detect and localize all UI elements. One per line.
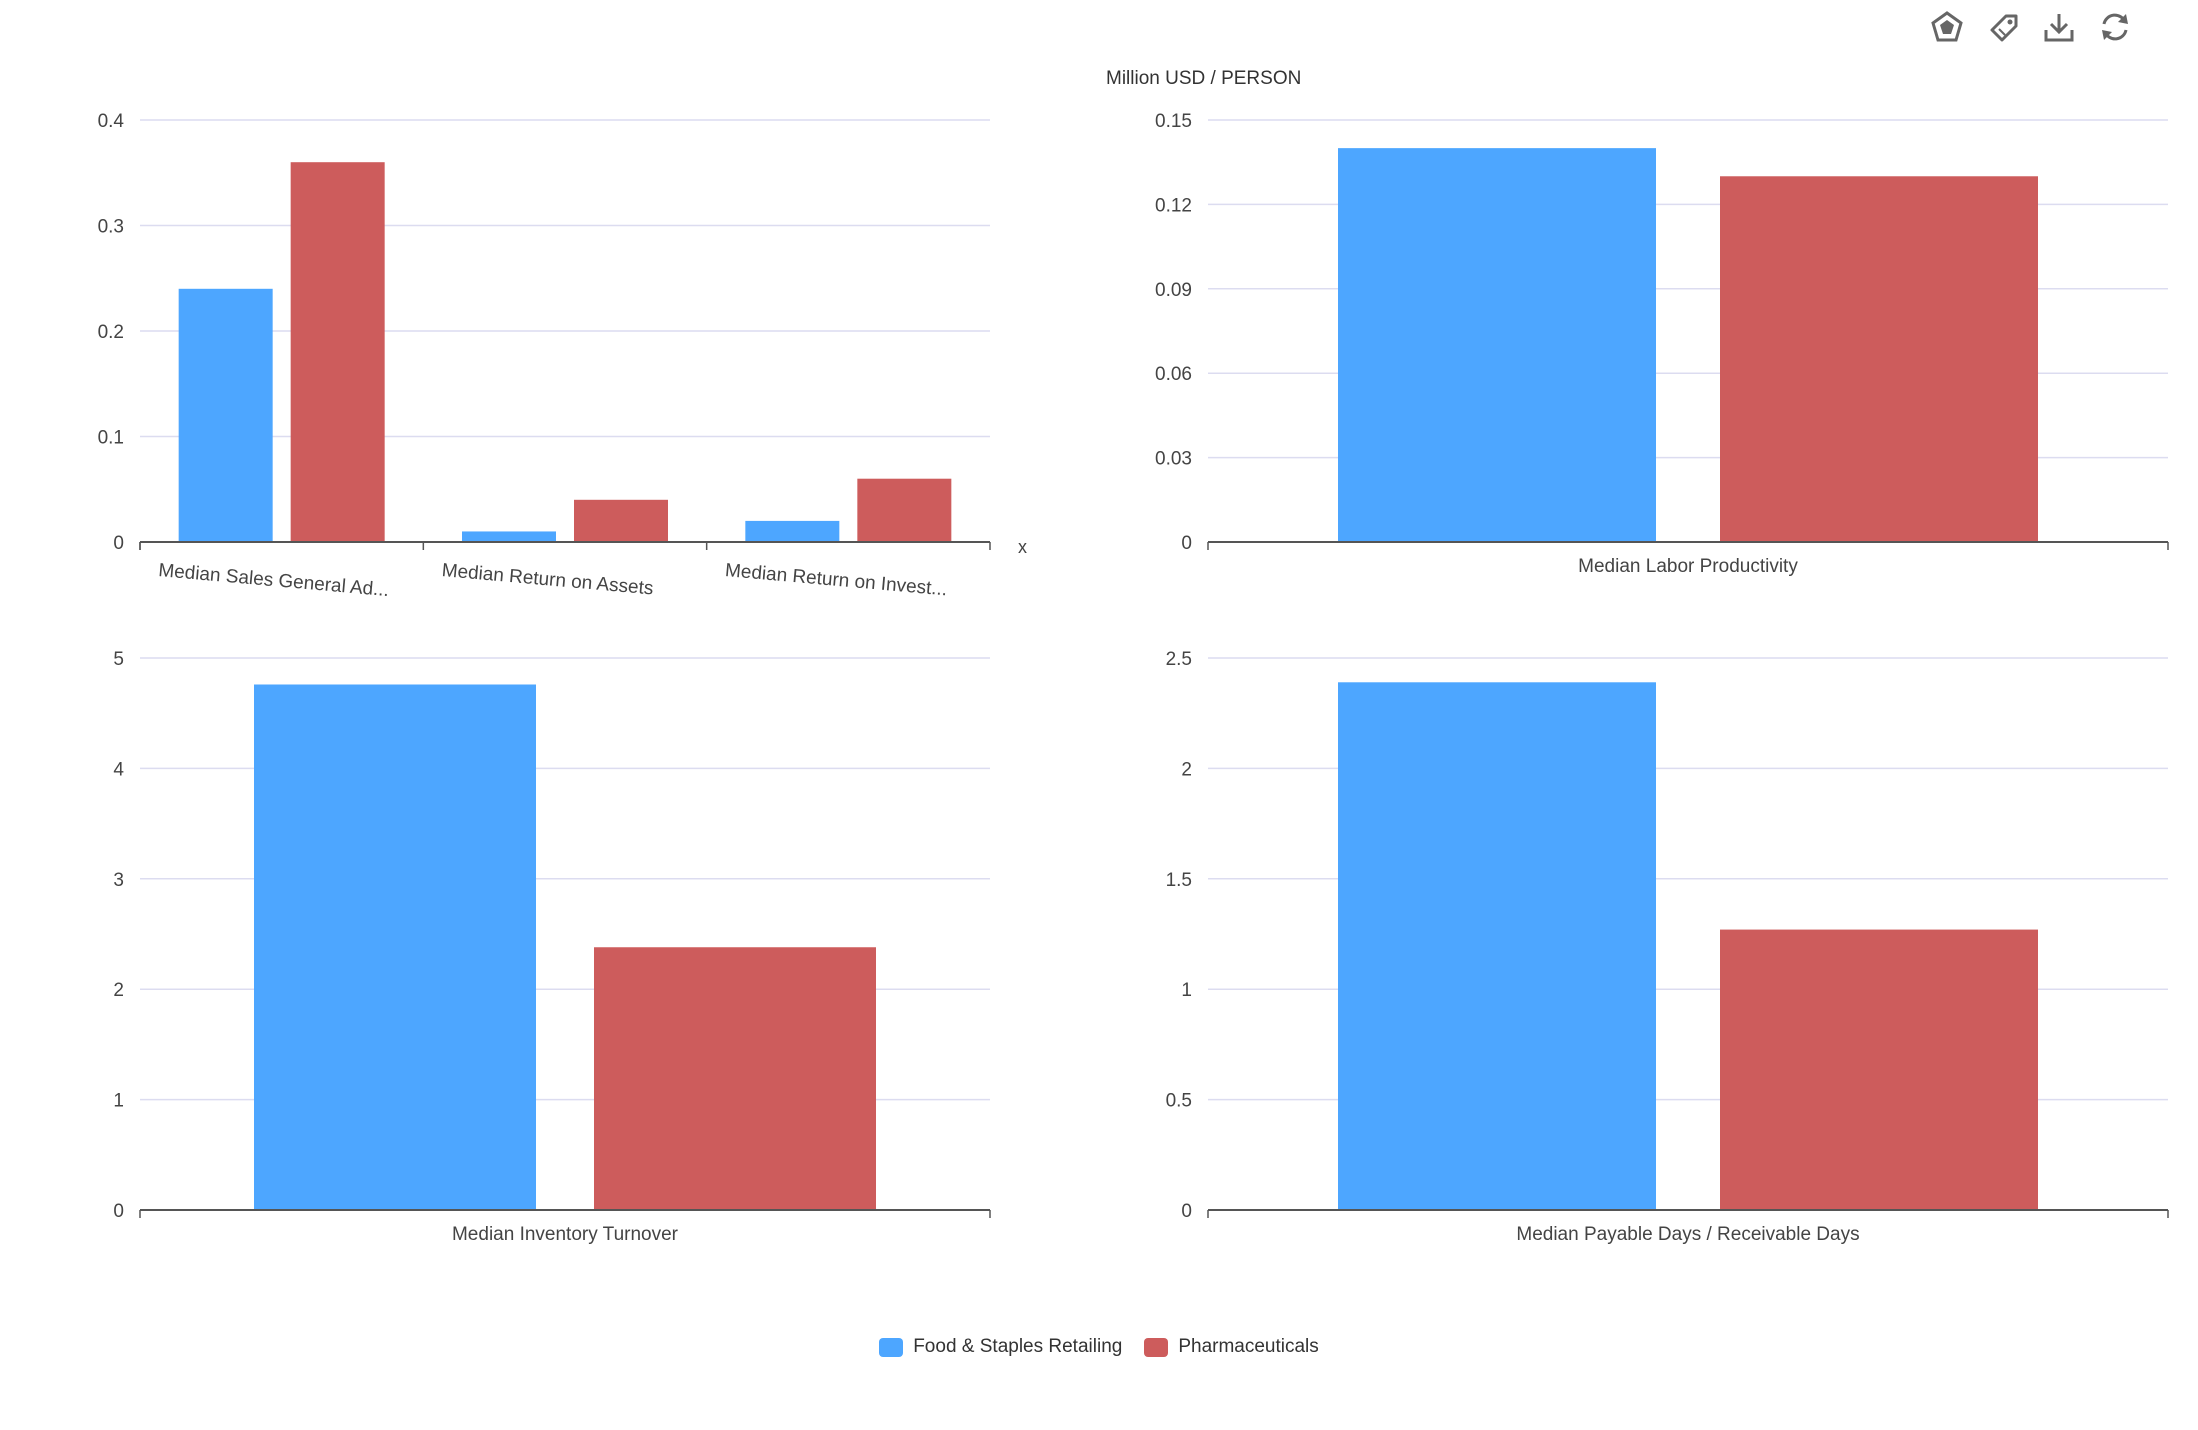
legend-swatch-food	[879, 1337, 904, 1357]
download-icon	[2044, 14, 2074, 42]
y-tick-label: 0.03	[1155, 449, 1192, 470]
legend-label-food: Food & Staples Retailing	[913, 1336, 1123, 1357]
refresh-button[interactable]	[2098, 10, 2132, 44]
refresh-icon	[2102, 13, 2128, 41]
x-tick-label: Median Inventory Turnover	[452, 1224, 679, 1245]
chart-toolbar	[1930, 10, 2132, 44]
y-tick-label: 3	[113, 870, 124, 891]
y-axis-unit-label: Million USD / PERSON	[1106, 68, 1302, 89]
bar-pharma	[290, 162, 385, 542]
y-tick-label: 0.15	[1155, 111, 1192, 132]
y-tick-label: 1.5	[1166, 870, 1192, 891]
y-tick-label: 0	[113, 533, 124, 554]
legend-item-pharma[interactable]: Pharmaceuticals	[1144, 1336, 1319, 1358]
bar-pharma	[1720, 929, 2038, 1210]
x-tick-label: Median Payable Days / Receivable Days	[1516, 1224, 1859, 1245]
y-tick-label: 1	[1181, 980, 1192, 1001]
x-axis-marker: x	[1018, 537, 1027, 557]
x-tick-label: Median Labor Productivity	[1578, 556, 1798, 577]
y-tick-label: 2.5	[1166, 649, 1192, 670]
bar-pharma	[594, 947, 876, 1210]
y-tick-label: 0	[1181, 1201, 1192, 1222]
y-tick-label: 0.1	[98, 428, 124, 449]
tag-icon	[1990, 14, 2018, 42]
bar-food	[178, 288, 273, 542]
legend-swatch-pharma	[1144, 1337, 1169, 1357]
y-tick-label: 5	[113, 649, 124, 670]
legend-item-food[interactable]: Food & Staples Retailing	[879, 1336, 1122, 1358]
y-tick-label: 1	[113, 1091, 124, 1112]
y-tick-label: 4	[113, 759, 124, 780]
tag-button[interactable]	[1986, 10, 2020, 44]
y-tick-label: 0	[1181, 533, 1192, 554]
legend-label-pharma: Pharmaceuticals	[1178, 1336, 1319, 1357]
bar-pharma	[857, 478, 952, 542]
y-tick-label: 0.4	[98, 111, 125, 132]
bar-food	[745, 520, 840, 542]
y-tick-label: 0.5	[1166, 1091, 1192, 1112]
radar-chart-icon	[1931, 11, 1963, 42]
y-tick-label: 0	[113, 1201, 124, 1222]
y-tick-label: 0.06	[1155, 364, 1192, 385]
y-tick-label: 0.09	[1155, 280, 1192, 301]
radar-chart-button[interactable]	[1930, 10, 1964, 44]
x-tick-label: Median Sales General Ad...	[158, 560, 390, 601]
bar-food	[462, 531, 556, 542]
x-tick-label: Median Return on Invest...	[724, 560, 948, 600]
bar-pharma	[574, 499, 668, 542]
y-tick-label: 2	[1181, 759, 1192, 780]
y-tick-label: 2	[113, 980, 124, 1001]
y-tick-label: 0.3	[98, 217, 124, 238]
bar-food	[254, 684, 536, 1210]
bar-food	[1338, 682, 1656, 1210]
chart-legend: Food & Staples Retailing Pharmaceuticals	[0, 1336, 2198, 1358]
download-button[interactable]	[2042, 10, 2076, 44]
x-tick-label: Median Return on Assets	[441, 560, 654, 599]
y-tick-label: 0.2	[98, 322, 124, 343]
y-tick-label: 0.12	[1155, 195, 1192, 216]
bar-food	[1338, 148, 1656, 542]
bar-pharma	[1720, 176, 2038, 542]
